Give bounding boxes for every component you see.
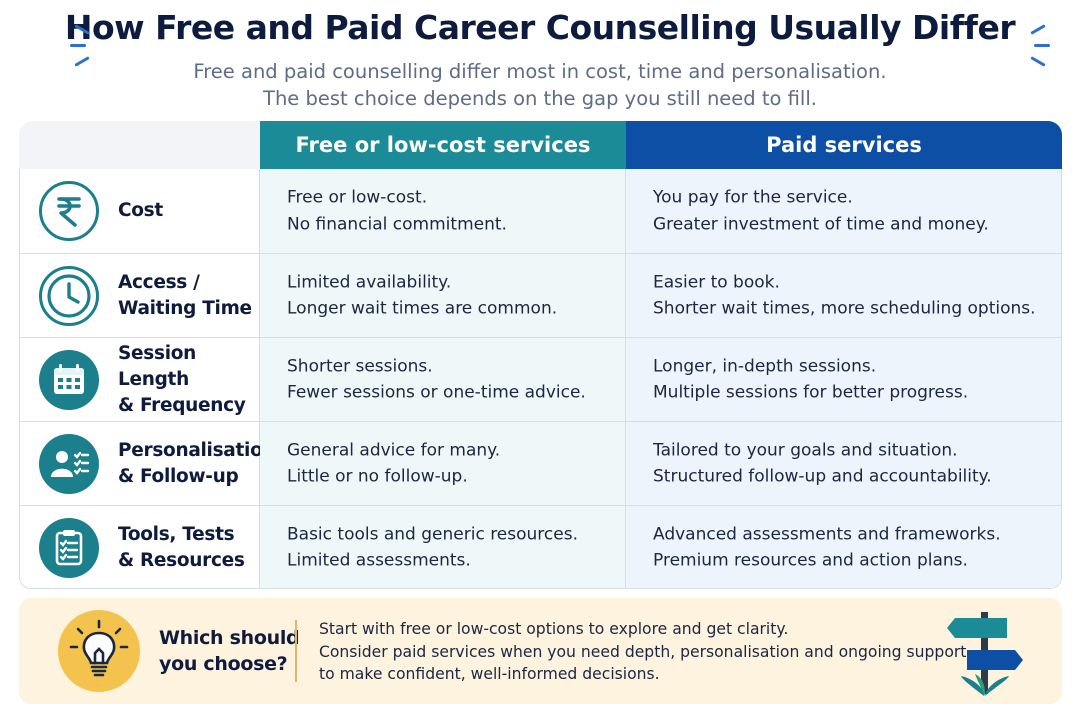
free-text: Limited assessments. <box>287 550 471 571</box>
category-cell: Personalisation & Follow-up <box>20 422 276 505</box>
category-label-line: & Follow-up <box>118 465 239 487</box>
category-label-line: Cost <box>118 200 163 221</box>
category-label-line: Personalisation <box>118 439 276 461</box>
paid-text: You pay for the service. <box>653 187 853 208</box>
question-line: Which should <box>159 627 300 649</box>
category-cell: Cost <box>20 169 260 253</box>
paid-text: Advanced assessments and frameworks. <box>653 524 1001 544</box>
category-label: Tools, Tests & Resources <box>118 522 245 574</box>
category-cell: Tools, Tests & Resources <box>20 506 260 588</box>
table-row: Access / Waiting Time Limited availabili… <box>20 253 1061 337</box>
paid-text: Tailored to your goals and situation. <box>653 440 958 460</box>
category-label: Cost <box>118 198 163 224</box>
free-text: Fewer sessions or one-time advice. <box>287 382 586 403</box>
table-row: Personalisation & Follow-up General advi… <box>20 421 1061 505</box>
category-label-line: Session Length <box>118 342 197 390</box>
column-header-free: Free or low-cost services <box>260 121 626 169</box>
table-body: Cost Free or low-cost. No financial comm… <box>19 169 1062 589</box>
free-text: No financial commitment. <box>287 214 507 234</box>
free-text: Basic tools and generic resources. <box>287 524 578 544</box>
column-header-paid: Paid services <box>626 121 1062 169</box>
category-label: Access / Waiting Time <box>118 270 252 322</box>
free-text: General advice for many. <box>287 440 501 460</box>
free-text: Limited availability. <box>287 272 452 292</box>
free-cell: Basic tools and generic resources. Limit… <box>260 506 626 588</box>
category-cell: Session Length & Frequency <box>20 338 260 421</box>
rupee-icon <box>39 181 99 241</box>
paid-cell: Longer, in-depth sessions. Multiple sess… <box>626 338 1061 421</box>
paid-cell: You pay for the service. Greater investm… <box>626 169 1061 253</box>
recommendation-question: Which should you choose? <box>159 625 300 677</box>
subtitle-line: The best choice depends on the gap you s… <box>263 87 817 110</box>
clipboard-icon <box>39 517 99 578</box>
free-cell: Shorter sessions. Fewer sessions or one-… <box>260 338 626 421</box>
category-label-line: Access / <box>118 271 200 293</box>
paid-cell: Easier to book. Shorter wait times, more… <box>626 254 1061 337</box>
recommendation-panel: Which should you choose? Start with free… <box>19 598 1062 704</box>
page-title: How Free and Paid Career Counselling Usu… <box>64 8 1016 47</box>
category-cell: Access / Waiting Time <box>20 254 260 337</box>
answer-line: Start with free or low-cost options to e… <box>319 620 789 638</box>
free-text: Longer wait times are common. <box>287 298 558 319</box>
paid-text: Greater investment of time and money. <box>653 214 989 234</box>
panel-divider <box>295 620 297 682</box>
table-row: Cost Free or low-cost. No financial comm… <box>20 169 1061 253</box>
comparison-table: Free or low-cost services Paid services … <box>19 121 1062 589</box>
recommendation-text: Start with free or low-cost options to e… <box>319 618 966 686</box>
answer-line: Consider paid services when you need dep… <box>319 642 967 661</box>
free-text: Free or low-cost. <box>287 187 428 208</box>
signpost-icon <box>947 612 1023 696</box>
table-row: Session Length & Frequency Shorter sessi… <box>20 337 1061 421</box>
paid-text: Longer, in-depth sessions. <box>653 356 877 376</box>
paid-cell: Advanced assessments and frameworks. Pre… <box>626 506 1061 588</box>
free-cell: Limited availability. Longer wait times … <box>260 254 626 337</box>
calendar-icon <box>39 349 99 410</box>
free-text: Shorter sessions. <box>287 356 433 376</box>
category-label: Session Length & Frequency <box>118 341 259 419</box>
question-line: you choose? <box>159 653 288 675</box>
table-corner <box>19 121 260 169</box>
subtitle-line: Free and paid counselling differ most in… <box>193 60 887 83</box>
paid-text: Easier to book. <box>653 272 780 292</box>
category-label-line: & Resources <box>118 549 245 571</box>
page-subtitle: Free and paid counselling differ most in… <box>0 58 1080 112</box>
table-row: Tools, Tests & Resources Basic tools and… <box>20 505 1061 588</box>
answer-line: to make confident, well-informed decisio… <box>319 665 660 683</box>
person-checklist-icon <box>39 433 99 494</box>
paid-text: Structured follow-up and accountability. <box>653 466 992 487</box>
paid-text: Premium resources and action plans. <box>653 550 968 571</box>
clock-icon <box>39 265 99 326</box>
free-text: Little or no follow-up. <box>287 466 468 487</box>
free-cell: General advice for many. Little or no fo… <box>260 422 626 505</box>
category-label-line: & Frequency <box>118 394 246 416</box>
paid-text: Shorter wait times, more scheduling opti… <box>653 298 1036 319</box>
category-label-line: Waiting Time <box>118 297 252 319</box>
category-label: Personalisation & Follow-up <box>118 438 276 490</box>
category-label-line: Tools, Tests <box>118 523 235 545</box>
lightbulb-icon <box>58 610 140 692</box>
paid-cell: Tailored to your goals and situation. St… <box>626 422 1061 505</box>
paid-text: Multiple sessions for better progress. <box>653 382 969 403</box>
free-cell: Free or low-cost. No financial commitmen… <box>260 169 626 253</box>
